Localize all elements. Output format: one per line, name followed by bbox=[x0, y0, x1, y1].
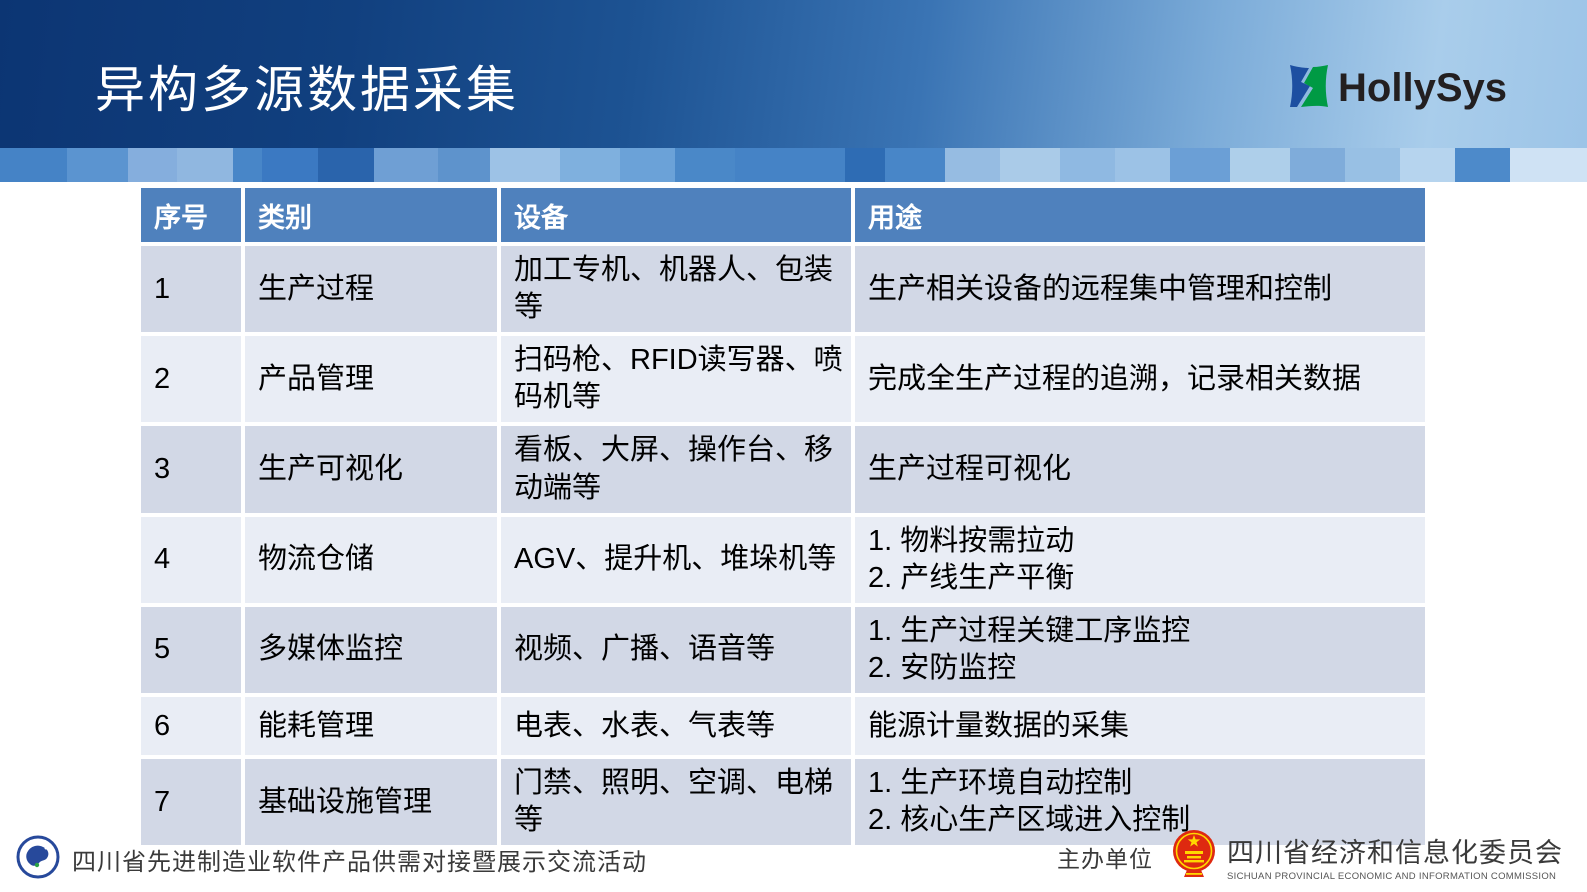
cell-category: 多媒体监控 bbox=[245, 606, 497, 694]
column-header-category: 类别 bbox=[245, 188, 497, 242]
mosaic-segment bbox=[318, 148, 374, 182]
organizer-name-en: SICHUAN PROVINCIAL ECONOMIC AND INFORMAT… bbox=[1227, 871, 1557, 882]
mosaic-segment bbox=[1345, 148, 1400, 182]
host-label: 主办单位 bbox=[1057, 845, 1153, 872]
mosaic-segment bbox=[945, 148, 1000, 182]
cell-no: 3 bbox=[141, 426, 241, 513]
mosaic-segment bbox=[177, 148, 233, 182]
data-collection-table: 序号 类别 设备 用途 1 生产过程 加工专机、机器人、包装等 生产相关设备的远… bbox=[137, 184, 1429, 850]
mosaic-segment bbox=[1455, 148, 1510, 182]
hollysys-logo-icon bbox=[1287, 62, 1331, 115]
cell-category: 生产可视化 bbox=[245, 426, 497, 513]
hollysys-logo: HollySys bbox=[1287, 62, 1507, 115]
column-header-purpose: 用途 bbox=[855, 188, 1425, 242]
table-row: 3 生产可视化 看板、大屏、操作台、移动端等 生产过程可视化 bbox=[141, 426, 1425, 513]
mosaic-segment bbox=[1510, 148, 1587, 182]
mosaic-segment bbox=[620, 148, 675, 182]
decorative-mosaic-strip bbox=[0, 148, 1587, 182]
header-band: 异构多源数据采集 HollySys bbox=[0, 0, 1587, 148]
cell-equipment: 门禁、照明、空调、电梯等 bbox=[501, 759, 851, 846]
footer-left: 四川省先进制造业软件产品供需对接暨展示交流活动 bbox=[16, 835, 647, 884]
mosaic-segment bbox=[1170, 148, 1230, 182]
table-row: 4 物流仓储 AGV、提升机、堆垛机等 1. 物料按需拉动 2. 产线生产平衡 bbox=[141, 516, 1425, 603]
mosaic-segment bbox=[1000, 148, 1060, 182]
cell-purpose: 生产过程可视化 bbox=[855, 426, 1425, 513]
mosaic-segment bbox=[262, 148, 318, 182]
cell-category: 物流仓储 bbox=[245, 516, 497, 603]
table-row: 7 基础设施管理 门禁、照明、空调、电梯等 1. 生产环境自动控制 2. 核心生… bbox=[141, 759, 1425, 846]
cell-equipment: 扫码枪、RFID读写器、喷码机等 bbox=[501, 336, 851, 423]
cell-purpose: 1. 物料按需拉动 2. 产线生产平衡 bbox=[855, 516, 1425, 603]
table-header-row: 序号 类别 设备 用途 bbox=[141, 188, 1425, 242]
mosaic-segment bbox=[233, 148, 262, 182]
mosaic-segment bbox=[490, 148, 560, 182]
organizer-name: 四川省经济和信息化委员会 bbox=[1227, 838, 1563, 868]
cell-purpose: 1. 生产过程关键工序监控 2. 安防监控 bbox=[855, 606, 1425, 694]
table-row: 5 多媒体监控 视频、广播、语音等 1. 生产过程关键工序监控 2. 安防监控 bbox=[141, 606, 1425, 694]
national-emblem-icon bbox=[1171, 829, 1217, 884]
mosaic-segment bbox=[735, 148, 845, 182]
column-header-equipment: 设备 bbox=[501, 188, 851, 242]
cell-no: 2 bbox=[141, 336, 241, 423]
cell-equipment: AGV、提升机、堆垛机等 bbox=[501, 516, 851, 603]
table-row: 2 产品管理 扫码枪、RFID读写器、喷码机等 完成全生产过程的追溯，记录相关数… bbox=[141, 336, 1425, 423]
cell-purpose: 完成全生产过程的追溯，记录相关数据 bbox=[855, 336, 1425, 423]
mosaic-segment bbox=[885, 148, 945, 182]
cell-equipment: 加工专机、机器人、包装等 bbox=[501, 246, 851, 333]
cell-no: 7 bbox=[141, 759, 241, 846]
cell-purpose: 1. 生产环境自动控制 2. 核心生产区域进入控制 bbox=[855, 759, 1425, 846]
mosaic-segment bbox=[0, 148, 67, 182]
column-header-no: 序号 bbox=[141, 188, 241, 242]
cell-no: 4 bbox=[141, 516, 241, 603]
cell-category: 能耗管理 bbox=[245, 697, 497, 756]
mosaic-segment bbox=[675, 148, 735, 182]
table-row: 6 能耗管理 电表、水表、气表等 能源计量数据的采集 bbox=[141, 697, 1425, 756]
cell-no: 5 bbox=[141, 606, 241, 694]
cell-category: 生产过程 bbox=[245, 246, 497, 333]
cell-equipment: 看板、大屏、操作台、移动端等 bbox=[501, 426, 851, 513]
hollysys-logo-text: HollySys bbox=[1338, 66, 1507, 110]
mosaic-segment bbox=[1400, 148, 1455, 182]
mosaic-segment bbox=[1060, 148, 1115, 182]
mosaic-segment bbox=[560, 148, 620, 182]
event-title-text: 四川省先进制造业软件产品供需对接暨展示交流活动 bbox=[72, 849, 647, 876]
footer-right: 主办单位 四川省经济和信息化委员会 SICHUAN PROVINCIAL ECO… bbox=[1057, 829, 1563, 884]
mosaic-segment bbox=[374, 148, 438, 182]
cell-purpose: 能源计量数据的采集 bbox=[855, 697, 1425, 756]
cell-category: 产品管理 bbox=[245, 336, 497, 423]
mosaic-segment bbox=[1115, 148, 1170, 182]
mosaic-segment bbox=[67, 148, 128, 182]
cell-equipment: 视频、广播、语音等 bbox=[501, 606, 851, 694]
cell-no: 6 bbox=[141, 697, 241, 756]
slide-title: 异构多源数据采集 bbox=[95, 62, 519, 118]
mosaic-segment bbox=[1290, 148, 1345, 182]
data-table-container: 序号 类别 设备 用途 1 生产过程 加工专机、机器人、包装等 生产相关设备的远… bbox=[137, 184, 1429, 850]
cell-purpose: 生产相关设备的远程集中管理和控制 bbox=[855, 246, 1425, 333]
table-row: 1 生产过程 加工专机、机器人、包装等 生产相关设备的远程集中管理和控制 bbox=[141, 246, 1425, 333]
mosaic-segment bbox=[1230, 148, 1290, 182]
organizer-block: 四川省经济和信息化委员会 SICHUAN PROVINCIAL ECONOMIC… bbox=[1227, 831, 1563, 882]
mosaic-segment bbox=[845, 148, 885, 182]
event-emblem-icon bbox=[16, 835, 60, 884]
mosaic-segment bbox=[438, 148, 490, 182]
cell-category: 基础设施管理 bbox=[245, 759, 497, 846]
mosaic-segment bbox=[128, 148, 177, 182]
cell-no: 1 bbox=[141, 246, 241, 333]
cell-equipment: 电表、水表、气表等 bbox=[501, 697, 851, 756]
